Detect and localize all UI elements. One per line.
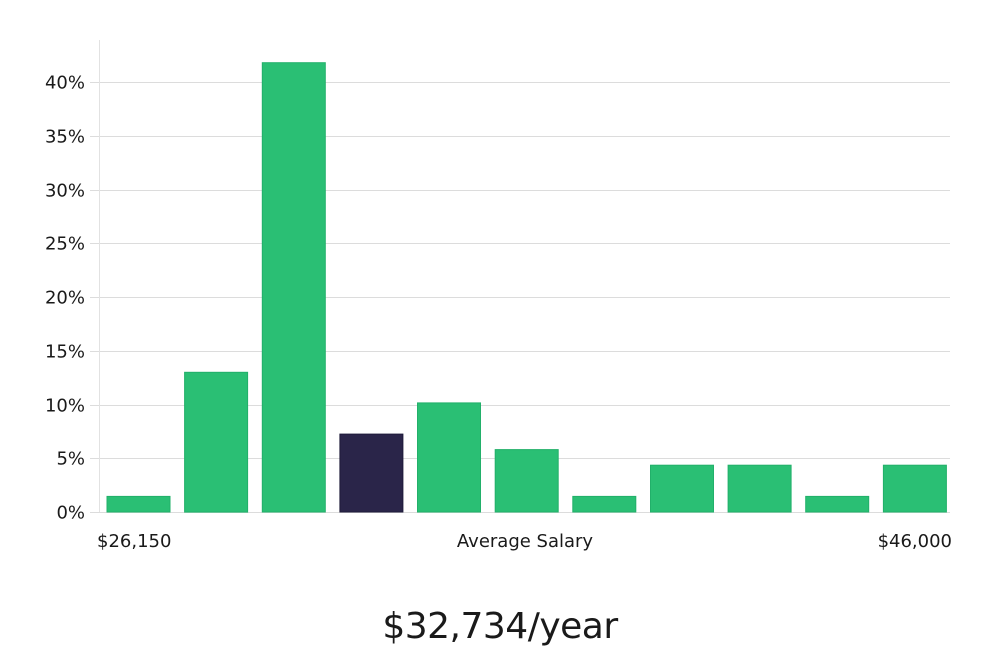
bar <box>650 464 714 513</box>
bar <box>417 402 481 513</box>
x-max-label: $46,000 <box>878 531 952 552</box>
bar <box>106 495 171 513</box>
y-tick-labels: 0% 5% 10% 15% 20% 25% 30% 35% 40% <box>45 73 85 524</box>
bar <box>882 464 947 513</box>
y-tick-label: 30% <box>45 181 85 202</box>
bar <box>727 464 792 513</box>
salary-histogram: 0% 5% 10% 15% 20% 25% 30% 35% 40% $26,150 Averag… <box>45 40 952 552</box>
bar <box>261 62 326 513</box>
bar-highlighted <box>339 433 404 513</box>
y-tick-label: 25% <box>45 234 85 255</box>
y-tick-label: 35% <box>45 127 85 148</box>
bar <box>805 495 870 513</box>
y-tick-label: 20% <box>45 288 85 309</box>
bar <box>572 495 637 513</box>
bar <box>494 449 559 513</box>
x-axis-title: Average Salary <box>457 531 594 552</box>
y-tick-label: 40% <box>45 73 85 94</box>
y-tick-label: 15% <box>45 342 85 363</box>
y-tick-label: 5% <box>56 449 85 470</box>
x-min-label: $26,150 <box>97 531 171 552</box>
y-tick-label: 10% <box>45 396 85 417</box>
bars <box>106 62 947 513</box>
y-tick-label: 0% <box>56 503 85 524</box>
average-salary-value: $32,734/year <box>382 606 618 647</box>
bar <box>184 371 249 513</box>
